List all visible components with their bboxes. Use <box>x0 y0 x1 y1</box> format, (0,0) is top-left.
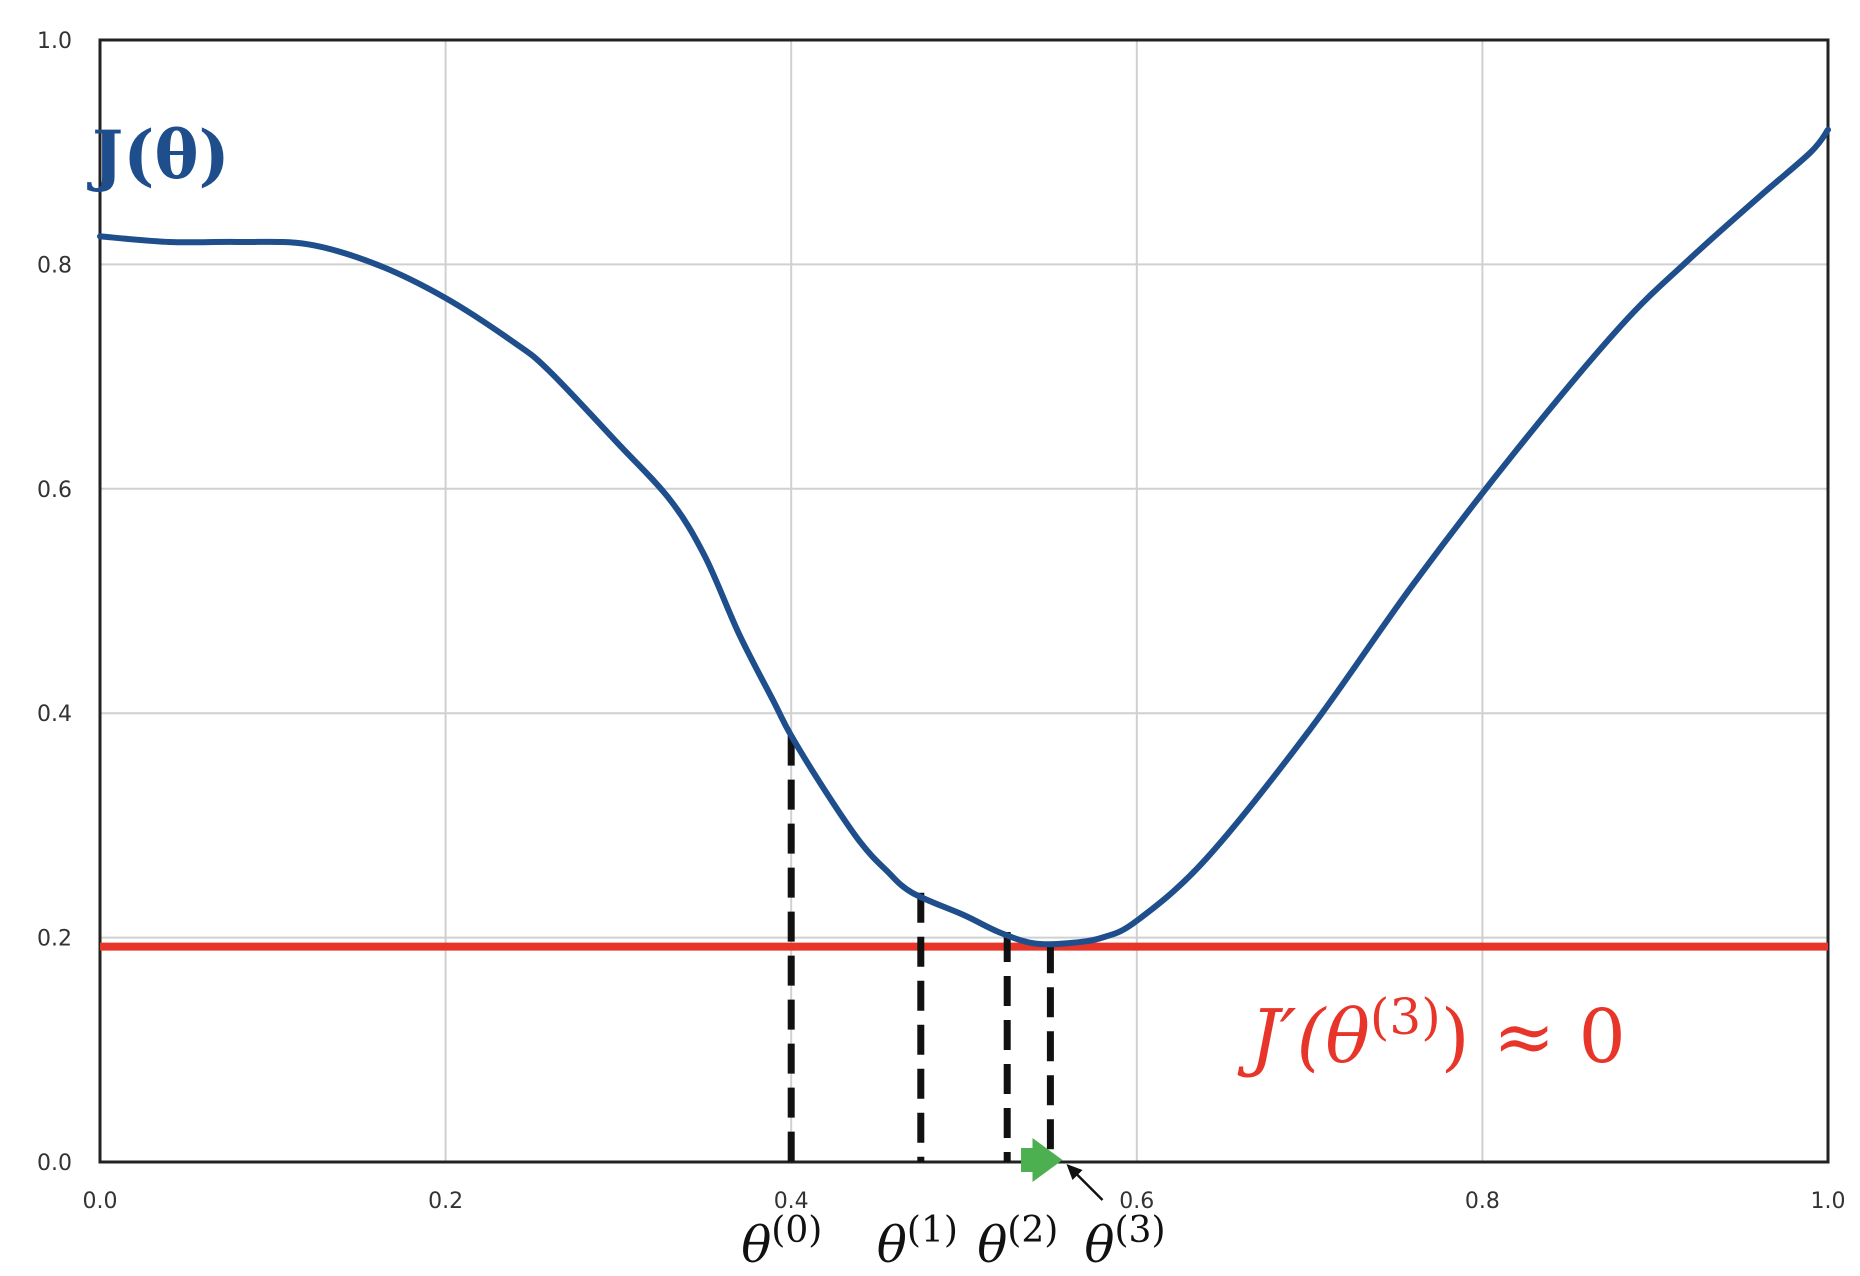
x-tick-label: 0.4 <box>774 1189 809 1214</box>
x-tick-label: 0.8 <box>1465 1189 1500 1214</box>
iterate-superscript: (1) <box>907 1210 958 1251</box>
step-arrow <box>1021 1138 1104 1201</box>
iterate-label: θ(3) <box>1084 1210 1165 1274</box>
x-tick-labels: 0.0 0.2 0.4 0.6 0.8 1.0 <box>83 1189 1846 1214</box>
annotation-main: J′(θ <box>1237 994 1370 1080</box>
iterate-label: θ(1) <box>877 1210 958 1274</box>
y-tick-label: 0.6 <box>37 478 72 503</box>
annotation-end: ) ≈ 0 <box>1441 994 1626 1080</box>
x-tick-label: 1.0 <box>1811 1189 1846 1214</box>
iterate-superscript: (2) <box>1007 1210 1058 1251</box>
y-tick-label: 0.2 <box>37 927 72 952</box>
annotation-sup: (3) <box>1370 988 1441 1046</box>
iterate-label: θ(2) <box>977 1210 1058 1274</box>
x-tick-label: 0.6 <box>1119 1189 1154 1214</box>
x-tick-label: 0.2 <box>428 1189 463 1214</box>
iterate-symbol: θ <box>1084 1216 1114 1274</box>
y-tick-label: 1.0 <box>37 29 72 54</box>
cost-curve-label: J(θ) <box>87 116 230 194</box>
y-tick-label: 0.4 <box>37 702 72 727</box>
iterate-symbol: θ <box>741 1216 771 1274</box>
y-tick-labels: 0.0 0.2 0.4 0.6 0.8 1.0 <box>37 29 72 1176</box>
iterate-symbol: θ <box>877 1216 907 1274</box>
pointer-head <box>1066 1164 1083 1180</box>
y-tick-label: 0.8 <box>37 253 72 278</box>
iterate-labels: θ(0) θ(1) θ(2) θ(3) <box>741 1210 1165 1274</box>
iterate-superscript: (0) <box>771 1210 822 1251</box>
iterate-label: θ(0) <box>741 1210 822 1274</box>
x-tick-label: 0.0 <box>83 1189 118 1214</box>
gradient-annotation: J′(θ(3)) ≈ 0 <box>1237 988 1626 1080</box>
step-arrow-shape <box>1021 1138 1063 1182</box>
y-tick-label: 0.0 <box>37 1151 72 1176</box>
cost-curve <box>97 126 1831 948</box>
iterate-symbol: θ <box>977 1216 1007 1274</box>
iterate-superscript: (3) <box>1115 1210 1166 1251</box>
iterate-dashed-lines <box>787 735 1054 1162</box>
plot-frame <box>98 38 1830 1164</box>
